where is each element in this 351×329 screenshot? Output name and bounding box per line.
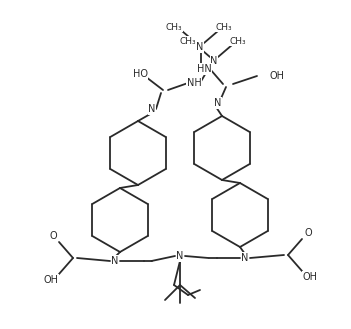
Text: HN: HN <box>197 64 211 74</box>
Text: OH: OH <box>303 272 318 282</box>
Text: CH₃: CH₃ <box>216 22 232 32</box>
Text: NH: NH <box>187 78 201 88</box>
Text: CH₃: CH₃ <box>166 22 182 32</box>
Text: N: N <box>210 56 218 66</box>
Text: N: N <box>196 42 204 52</box>
Text: OH: OH <box>44 275 59 285</box>
Text: O: O <box>304 228 312 238</box>
Text: CH₃: CH₃ <box>230 37 246 45</box>
Text: N: N <box>214 98 222 108</box>
Text: HO: HO <box>132 69 147 79</box>
Text: CH₃: CH₃ <box>180 37 196 45</box>
Text: OH: OH <box>269 71 284 81</box>
Text: O: O <box>49 231 57 241</box>
Text: N: N <box>148 104 156 114</box>
Text: N: N <box>176 251 184 261</box>
Text: N: N <box>241 253 249 263</box>
Text: N: N <box>111 256 119 266</box>
